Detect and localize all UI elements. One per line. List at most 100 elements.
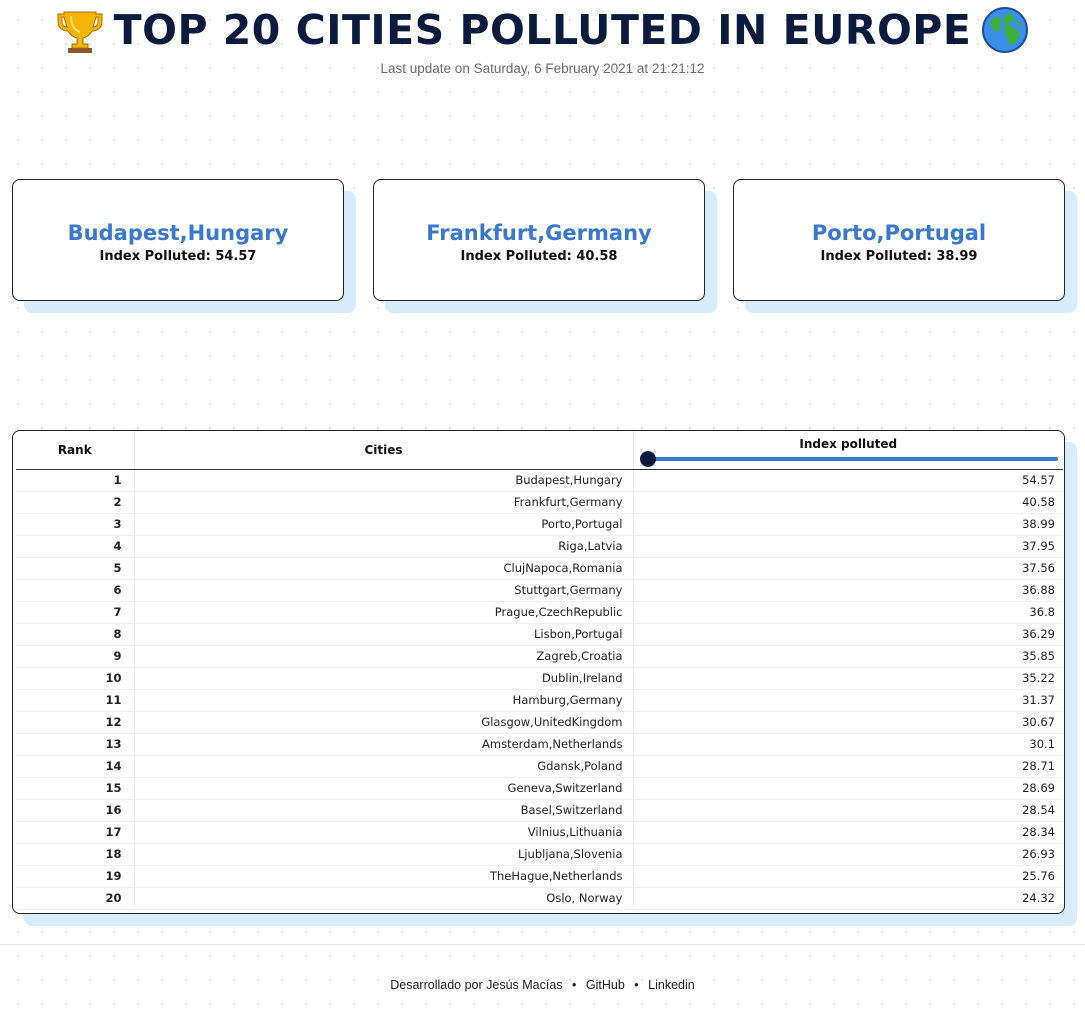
city-cell: Hamburg,Germany [134,689,634,712]
card-body: Porto,Portugal Index Polluted: 38.99 [733,179,1065,301]
index-cell: 28.69 [633,777,1063,800]
index-cell: 30.1 [633,733,1063,756]
card-index: Index Polluted: 54.57 [99,248,257,264]
rank-cell: 8 [16,623,135,646]
table-row: 13 Amsterdam,Netherlands 30.1 [16,733,1063,756]
index-cell: 28.34 [633,821,1063,844]
column-header-index-label: Index polluted [799,437,898,451]
trophy-icon [54,4,106,56]
city-cell: Riga,Latvia [134,535,634,558]
city-cell: Porto,Portugal [134,513,634,536]
index-cell: 28.54 [633,799,1063,822]
index-cell: 40.58 [633,491,1063,514]
footer-separator: • [572,978,577,992]
rank-cell: 4 [16,535,135,558]
index-cell: 36.88 [633,579,1063,602]
index-cell: 38.99 [633,513,1063,536]
slider-handle[interactable] [639,451,656,467]
city-cell: Oslo, Norway [134,887,634,910]
ranking-table-box: Rank Cities Index polluted 1 Budapest,Hun… [12,430,1065,914]
card-city: Budapest,Hungary [67,220,289,245]
city-cell: Frankfurt,Germany [134,491,634,514]
city-card-2: Frankfurt,Germany Index Polluted: 40.58 [373,179,717,313]
city-cell: Geneva,Switzerland [134,777,634,800]
rank-cell: 9 [16,645,135,668]
city-cell: Lisbon,Portugal [134,623,634,646]
index-cell: 36.8 [633,601,1063,624]
footer-credit: Desarrollado por Jesús Macías [390,978,563,992]
index-cell: 31.37 [633,689,1063,712]
index-cell: 30.67 [633,711,1063,734]
rank-cell: 16 [16,799,135,822]
table-row: 15 Geneva,Switzerland 28.69 [16,777,1063,800]
index-cell: 36.29 [633,623,1063,646]
index-filter-slider[interactable] [639,451,1058,467]
card-city: Frankfurt,Germany [426,220,652,245]
rank-cell: 10 [16,667,135,690]
footer: Desarrollado por Jesús Macías • GitHub •… [0,978,1085,992]
rank-cell: 7 [16,601,135,624]
table-row: 6 Stuttgart,Germany 36.88 [16,579,1063,602]
table-row: 19 TheHague,Netherlands 25.76 [16,865,1063,888]
table-row: 8 Lisbon,Portugal 36.29 [16,623,1063,646]
table-row: 16 Basel,Switzerland 28.54 [16,799,1063,822]
rank-cell: 13 [16,733,135,756]
column-header-rank[interactable]: Rank [16,431,135,470]
table-row: 3 Porto,Portugal 38.99 [16,513,1063,536]
github-link[interactable]: GitHub [585,978,625,992]
city-cell: Glasgow,UnitedKingdom [134,711,634,734]
index-cell: 25.76 [633,865,1063,888]
city-cell: TheHague,Netherlands [134,865,634,888]
card-body: Budapest,Hungary Index Polluted: 54.57 [12,179,344,301]
index-cell: 28.71 [633,755,1063,778]
city-cell: ClujNapoca,Romania [134,557,634,580]
index-cell: 35.85 [633,645,1063,668]
rank-cell: 17 [16,821,135,844]
table-row: 14 Gdansk,Poland 28.71 [16,755,1063,778]
rank-cell: 5 [16,557,135,580]
table-row: 5 ClujNapoca,Romania 37.56 [16,557,1063,580]
table-row: 18 Ljubljana,Slovenia 26.93 [16,843,1063,866]
city-cell: Prague,CzechRepublic [134,601,634,624]
footer-divider [0,944,1085,945]
rank-cell: 6 [16,579,135,602]
rank-cell: 12 [16,711,135,734]
city-cell: Stuttgart,Germany [134,579,634,602]
city-cell: Basel,Switzerland [134,799,634,822]
city-cell: Zagreb,Croatia [134,645,634,668]
table-row: 2 Frankfurt,Germany 40.58 [16,491,1063,514]
index-cell: 37.95 [633,535,1063,558]
globe-icon [979,4,1031,56]
table-row: 10 Dublin,Ireland 35.22 [16,667,1063,690]
city-card-3: Porto,Portugal Index Polluted: 38.99 [733,179,1077,313]
rank-cell: 18 [16,843,135,866]
rank-cell: 14 [16,755,135,778]
rank-cell: 20 [16,887,135,910]
card-city: Porto,Portugal [811,220,987,245]
index-cell: 35.22 [633,667,1063,690]
table-row: 12 Glasgow,UnitedKingdom 30.67 [16,711,1063,734]
table-row: 4 Riga,Latvia 37.95 [16,535,1063,558]
slider-track[interactable] [643,457,1058,461]
page-title: TOP 20 CITIES POLLUTED IN EUROPE [0,4,1085,56]
table-body: 1 Budapest,Hungary 54.57 2 Frankfurt,Germany… [16,469,1063,910]
index-cell: 24.32 [633,887,1063,910]
card-index: Index Polluted: 40.58 [460,248,618,264]
rank-cell: 15 [16,777,135,800]
ranking-table: Rank Cities Index polluted 1 Budapest,Hun… [16,431,1063,910]
index-cell: 26.93 [633,843,1063,866]
title-text: TOP 20 CITIES POLLUTED IN EUROPE [113,6,972,54]
footer-separator: • [634,978,639,992]
table-row: 9 Zagreb,Croatia 35.85 [16,645,1063,668]
table-row: 11 Hamburg,Germany 31.37 [16,689,1063,712]
linkedin-link[interactable]: Linkedin [648,978,695,992]
column-header-index[interactable]: Index polluted [633,431,1063,470]
column-header-cities[interactable]: Cities [134,431,634,470]
rank-cell: 19 [16,865,135,888]
city-cell: Amsterdam,Netherlands [134,733,634,756]
city-cell: Vilnius,Lithuania [134,821,634,844]
city-cell: Ljubljana,Slovenia [134,843,634,866]
index-cell: 37.56 [633,557,1063,580]
table-row: 7 Prague,CzechRepublic 36.8 [16,601,1063,624]
ranking-table-container: Rank Cities Index polluted 1 Budapest,Hun… [12,430,1077,926]
